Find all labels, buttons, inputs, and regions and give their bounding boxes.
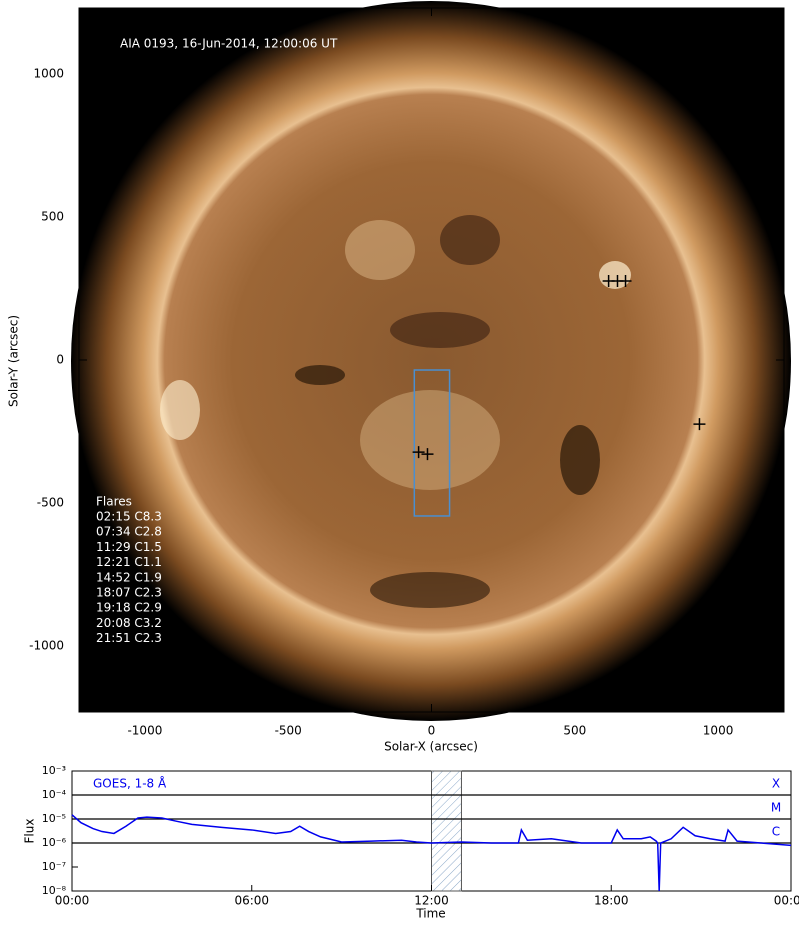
region-box [413, 369, 451, 517]
x-tick-label: -1000 [127, 724, 162, 738]
flare-item: 11:29 C1.5 [96, 540, 162, 554]
class-label: X [772, 777, 780, 791]
goes-flux-line [71, 814, 792, 892]
x-tick-label: 00:00 [55, 894, 90, 908]
flare-item: 19:18 C2.9 [96, 601, 162, 615]
bright-region [345, 220, 415, 280]
x-tick-label: 1000 [703, 724, 734, 738]
flare-item: 02:15 C8.3 [96, 510, 162, 524]
x-tick-label: 00:00 [774, 894, 799, 908]
x-tick-label: 12:00 [414, 894, 449, 908]
dark-region [440, 215, 500, 265]
y-tick-label: 10⁻⁸ [42, 884, 67, 897]
flare-item: 14:52 C1.9 [96, 570, 162, 584]
y-axis-label: Solar-Y (arcsec) [7, 315, 21, 407]
x-axis-label: Solar-X (arcsec) [384, 740, 478, 754]
highlight-interval [431, 770, 462, 892]
x-tick-label: -500 [275, 724, 302, 738]
sun-image [71, 1, 791, 721]
y-tick-label: 10⁻³ [42, 764, 66, 777]
flare-marker [693, 418, 706, 431]
goes-annotation: GOES, 1-8 Å [93, 776, 167, 791]
y-axis-label: Flux [23, 819, 37, 844]
class-label: M [771, 801, 781, 815]
x-tick-label: 06:00 [234, 894, 269, 908]
image-annotation: AIA 0193, 16-Jun-2014, 12:00:06 UT [120, 37, 338, 51]
flare-marker [421, 448, 434, 461]
bright-region [360, 390, 500, 490]
dark-region [560, 425, 600, 495]
y-tick-label: 0 [56, 353, 64, 367]
y-tick-label: 10⁻⁴ [42, 788, 67, 801]
dark-region [390, 312, 490, 348]
x-tick-label: 18:00 [594, 894, 629, 908]
bright-region [599, 261, 631, 289]
dark-region [370, 572, 490, 608]
y-tick-label: 500 [41, 209, 64, 223]
flare-item: 07:34 C2.8 [96, 525, 162, 539]
flare-item: 20:08 C3.2 [96, 616, 162, 630]
class-label: C [772, 825, 780, 839]
y-tick-label: 1000 [33, 66, 64, 80]
flare-marker [619, 275, 632, 288]
flare-item: 18:07 C2.3 [96, 586, 162, 600]
flare-item: 21:51 C2.3 [96, 631, 162, 645]
dark-region [295, 365, 345, 385]
x-tick-label: 0 [428, 724, 436, 738]
bright-region [160, 380, 200, 440]
y-tick-label: 10⁻⁶ [42, 836, 67, 849]
y-tick-label: 10⁻⁵ [42, 812, 66, 825]
flare-item: 12:21 C1.1 [96, 555, 162, 569]
x-axis-label: Time [415, 907, 445, 921]
y-tick-label: -500 [37, 496, 64, 510]
corona [71, 1, 791, 721]
flares-title: Flares [96, 495, 132, 509]
x-tick-label: 500 [563, 724, 586, 738]
y-tick-label: -1000 [29, 639, 64, 653]
flare-marker [412, 446, 425, 459]
y-tick-label: 10⁻⁷ [42, 860, 66, 873]
